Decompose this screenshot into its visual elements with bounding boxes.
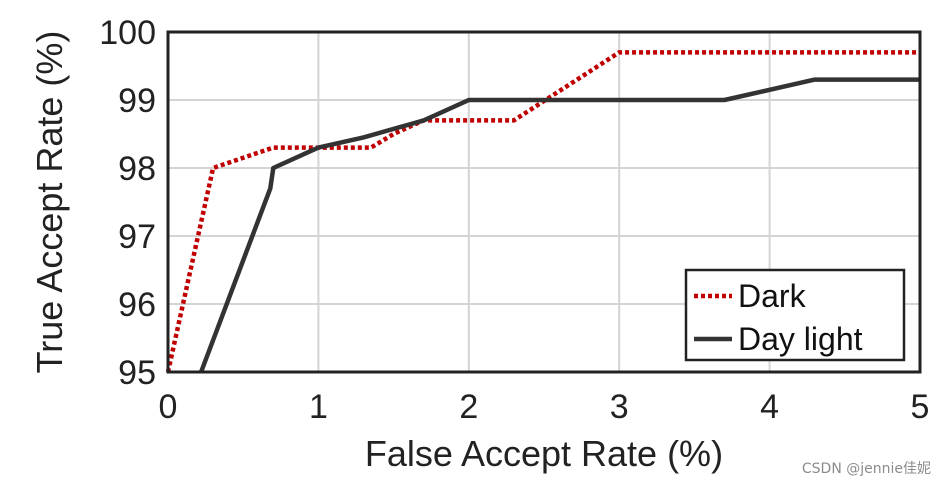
y-tick-label-1: 96 — [118, 286, 156, 324]
x-tick-label-2: 2 — [459, 388, 478, 426]
legend-label-dark: Dark — [738, 278, 807, 314]
legend-label-day-light: Day light — [738, 321, 863, 357]
x-axis-label: False Accept Rate (%) — [365, 433, 723, 474]
y-tick-label-2: 97 — [118, 218, 156, 256]
x-tick-label-3: 3 — [610, 388, 629, 426]
y-axis-label: True Accept Rate (%) — [29, 31, 70, 374]
series-line-day-light — [198, 77, 920, 373]
x-tick-label-4: 4 — [760, 388, 779, 426]
y-tick-label-0: 95 — [118, 354, 156, 392]
x-tick-label-1: 1 — [309, 388, 328, 426]
x-tick-label-0: 0 — [159, 388, 178, 426]
legend-box — [684, 268, 906, 362]
y-tick-label-5: 100 — [99, 14, 156, 52]
series-line-dark — [165, 50, 920, 373]
legend: Dark Day light — [684, 268, 906, 362]
x-tick-label-5: 5 — [911, 388, 930, 426]
tick-labels: 0 1 2 3 4 5 95 96 97 98 99 100 — [99, 14, 929, 426]
series-lines — [165, 50, 920, 373]
plot-frame — [166, 30, 922, 374]
watermark: CSDN @jennie佳妮 — [801, 461, 931, 477]
y-tick-label-4: 99 — [118, 82, 156, 120]
y-tick-label-3: 98 — [118, 150, 156, 188]
